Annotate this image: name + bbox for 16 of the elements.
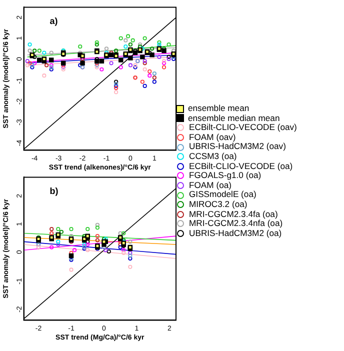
legend-label: FOAM (oa) bbox=[189, 180, 232, 190]
legend-label: UBRIS-HadCM3M2 (oav) bbox=[189, 141, 286, 152]
legend-label: GISSmodelE (oa) bbox=[189, 189, 256, 200]
legend-label: ECBilt-CLIO-VECODE (oav) bbox=[189, 122, 297, 133]
legend-label: CCSM3 (oa) bbox=[189, 150, 237, 162]
legend-label: FGOALS-g1.0 (oa) bbox=[189, 170, 262, 181]
legend-label: UBRIS-HadCM3M2 (oa) bbox=[189, 228, 282, 238]
legend-label: MRI-CGCM2.3.4nfa (oa) bbox=[189, 218, 283, 229]
annotation: b) bbox=[50, 186, 58, 196]
legend-label: MRI-CGCM2.3.4fa (oa) bbox=[189, 208, 278, 219]
legend-label: ensemble median mean bbox=[188, 112, 280, 124]
legend-label: ensemble mean bbox=[188, 103, 250, 114]
annotation: a) bbox=[50, 16, 58, 26]
legend-label: ECBilt-CLIO-VECODE (oa) bbox=[189, 160, 293, 172]
legend-label: MIROC3.2 (oa) bbox=[189, 198, 248, 210]
legend-label: FOAM (oav) bbox=[189, 132, 236, 142]
